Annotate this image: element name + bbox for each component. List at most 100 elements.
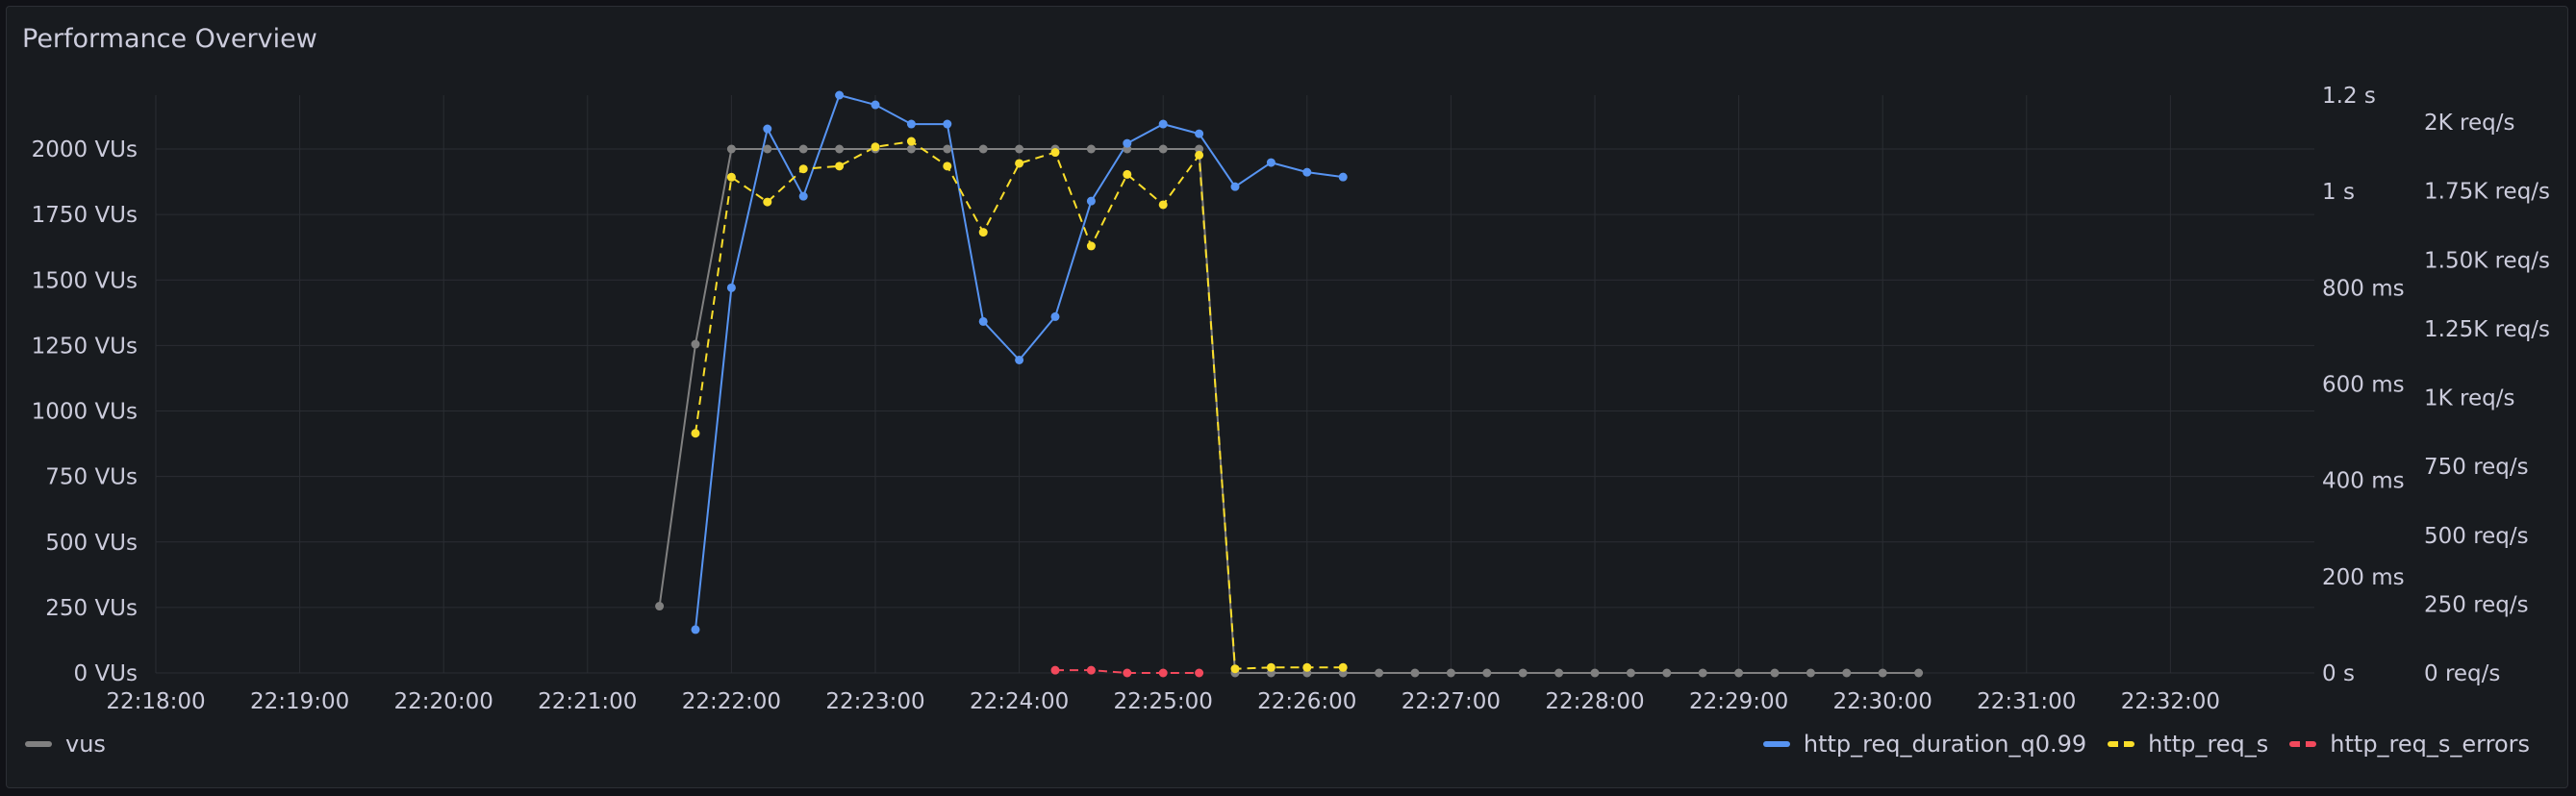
series-point-http_req_s [978,228,988,237]
series-point-http_req_duration_q0.99 [978,316,988,326]
y-right-rate-tick-label: 1.75K req/s [2424,180,2550,205]
series-point-http_req_duration_q0.99 [1230,182,1240,191]
series-point-http_req_s [763,197,772,207]
y-right-rate-tick-label: 0 req/s [2424,661,2500,686]
x-tick-label: 22:28:00 [1545,689,1644,714]
legend-item-errors[interactable]: http_req_s_errors [2289,731,2530,758]
legend-swatch-errors [2289,741,2317,747]
series-point-http_req_s [726,172,736,182]
legend-swatch-req-s [2108,741,2135,747]
series-point-vus [978,144,988,154]
series-point-http_req_s [798,164,808,174]
series-point-http_req_duration_q0.99 [798,191,808,201]
legend-left: vus [25,731,106,758]
y-axis-right-rate: 0 req/s 250 req/s 500 req/s 750 req/s 1K req… [2424,111,2550,686]
x-tick-label: 22:30:00 [1833,689,1932,714]
legend-item-req-s[interactable]: http_req_s [2108,731,2268,758]
series-point-vus [835,144,845,154]
series-line-http_req_s_errors [1055,669,1200,674]
series-point-http_req_s [1195,150,1204,160]
series-point-vus [1662,668,1672,678]
x-tick-label: 22:21:00 [538,689,637,714]
series-point-http_req_duration_q0.99 [1266,158,1275,167]
series-point-http_req_duration_q0.99 [1302,167,1312,177]
series-point-http_req_s [871,142,880,152]
x-tick-label: 22:20:00 [394,689,493,714]
y-right-rate-tick-label: 250 req/s [2424,592,2529,617]
series-point-http_req_duration_q0.99 [1195,129,1204,138]
x-tick-label: 22:32:00 [2121,689,2220,714]
series-point-vus [1086,144,1096,154]
legend-label-req-s: http_req_s [2148,731,2269,758]
series-point-http_req_s [906,137,916,146]
series-point-vus [1015,144,1024,154]
series-point-http_req_s [1015,159,1024,168]
series-point-vus [1770,668,1780,678]
panel-title: Performance Overview [22,24,317,54]
y-right-rate-tick-label: 750 req/s [2424,455,2529,480]
series-point-vus [1518,668,1528,678]
series-point-http_req_s [1158,200,1168,210]
series-point-http_req_s_errors [1050,665,1060,675]
series-point-http_req_s_errors [1086,665,1096,675]
series-point-http_req_s [1338,662,1348,672]
series-point-http_req_duration_q0.99 [906,119,916,129]
series-point-http_req_s_errors [1195,668,1204,678]
legend-swatch-vus [25,741,52,747]
series-point-vus [1878,668,1887,678]
y-right-rate-tick-label: 2K req/s [2424,111,2514,136]
legend-label-duration: http_req_duration_q0.99 [1803,731,2087,758]
x-tick-label: 22:27:00 [1402,689,1501,714]
legend-item-vus[interactable]: vus [25,731,106,758]
y-right-duration-tick-label: 400 ms [2322,469,2405,494]
y-axis-right-duration: 0 s 200 ms 400 ms 600 ms 800 ms 1 s 1.2 s [2322,84,2405,686]
series-point-vus [691,339,700,349]
series-point-vus [1446,668,1455,678]
y-right-duration-tick-label: 800 ms [2322,276,2405,301]
series-point-vus [1914,668,1924,678]
series-point-http_req_s [1123,169,1132,179]
y-left-tick-label: 500 VUs [45,531,138,556]
series-point-vus [906,144,916,154]
series-point-vus [1734,668,1744,678]
x-tick-label: 22:25:00 [1114,689,1213,714]
chart-panel: Performance Overview [6,6,2568,788]
y-right-duration-tick-label: 600 ms [2322,373,2405,398]
series-point-vus [1626,668,1635,678]
series-point-vus [1482,668,1492,678]
y-left-tick-label: 2000 VUs [32,137,138,162]
series-point-vus [1842,668,1852,678]
series-point-http_req_duration_q0.99 [1338,172,1348,182]
x-tick-label: 22:29:00 [1689,689,1788,714]
series-point-vus [763,144,772,154]
series-point-http_req_duration_q0.99 [835,90,845,100]
series-point-vus [1158,144,1168,154]
series-point-vus [1806,668,1815,678]
y-right-rate-tick-label: 1.50K req/s [2424,248,2550,273]
y-left-tick-label: 1250 VUs [32,334,138,359]
series-point-vus [1410,668,1420,678]
grid-lines [155,95,2314,674]
y-right-rate-tick-label: 500 req/s [2424,524,2529,549]
series-points [655,90,1924,678]
series-point-vus [798,144,808,154]
legend-item-duration[interactable]: http_req_duration_q0.99 [1762,731,2087,758]
series-point-http_req_duration_q0.99 [726,283,736,292]
y-right-rate-tick-label: 1.25K req/s [2424,317,2550,342]
series-point-http_req_duration_q0.99 [1050,311,1060,321]
series-point-http_req_duration_q0.99 [1015,355,1024,364]
y-right-duration-tick-label: 0 s [2322,661,2355,686]
y-right-duration-tick-label: 1.2 s [2322,84,2376,109]
y-left-tick-label: 1000 VUs [32,400,138,425]
series-point-http_req_s [1266,662,1275,672]
y-left-tick-label: 750 VUs [45,465,138,490]
y-left-tick-label: 250 VUs [45,596,138,621]
series-lines [658,93,1919,674]
series-point-vus [1698,668,1707,678]
series-point-vus [655,602,665,611]
x-tick-label: 22:24:00 [970,689,1069,714]
series-point-http_req_s [691,429,700,438]
series-point-vus [1554,668,1564,678]
series-point-http_req_s_errors [1123,668,1132,678]
x-tick-label: 22:31:00 [1977,689,2076,714]
